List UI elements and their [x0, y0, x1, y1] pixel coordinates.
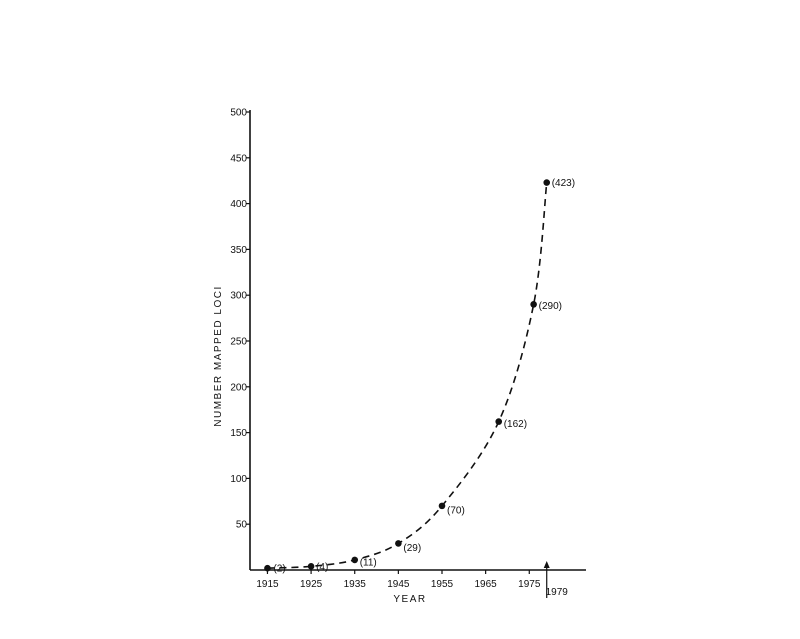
y-tick-label: 50: [236, 520, 248, 531]
x-tick-label: 1965: [475, 579, 498, 590]
x-tick-label: 1975: [518, 579, 541, 590]
y-tick-label: 200: [230, 382, 247, 393]
data-label: (70): [447, 505, 465, 516]
data-label: (290): [539, 301, 562, 312]
data-point: [264, 564, 271, 572]
data-label: (29): [403, 543, 421, 554]
y-tick-label: 350: [230, 245, 247, 256]
x-marker-label: 1979: [546, 587, 569, 598]
data-point: [438, 502, 446, 510]
x-axis-title: YEAR: [393, 594, 426, 605]
data-point: [543, 179, 551, 186]
data-label: (4): [316, 562, 328, 573]
y-tick-label: 250: [230, 337, 247, 348]
data-label: (2): [273, 564, 285, 575]
x-tick-label: 1955: [431, 579, 454, 590]
labels: 50 100 150 200 250 300 350 400 450 500 1915 1925 193…: [230, 108, 575, 599]
data-point: [495, 418, 503, 425]
x-tick-label: 1925: [300, 579, 323, 590]
x-marker-arrow: [543, 561, 550, 568]
data-point: [530, 301, 537, 308]
y-tick-label: 300: [230, 291, 247, 302]
data-label: (423): [552, 178, 575, 189]
x-tick-label: 1945: [387, 579, 410, 590]
data-point: [351, 556, 359, 564]
y-tick-label: 100: [230, 474, 247, 485]
data-label: (162): [504, 419, 527, 430]
data-point: [307, 563, 315, 570]
y-tick-label: 500: [230, 108, 247, 119]
x-tick-label: 1915: [256, 579, 279, 590]
data-label: (11): [360, 557, 377, 568]
y-tick-label: 450: [230, 153, 247, 164]
y-tick-label: 400: [230, 199, 247, 210]
marks: [264, 179, 551, 572]
x-tick-label: 1935: [344, 579, 367, 590]
y-axis-title: NUMBER MAPPED LOCI: [213, 285, 224, 426]
series-line: [267, 182, 548, 569]
data-point: [395, 540, 402, 547]
axes: [246, 110, 586, 598]
y-tick-label: 150: [230, 428, 247, 439]
